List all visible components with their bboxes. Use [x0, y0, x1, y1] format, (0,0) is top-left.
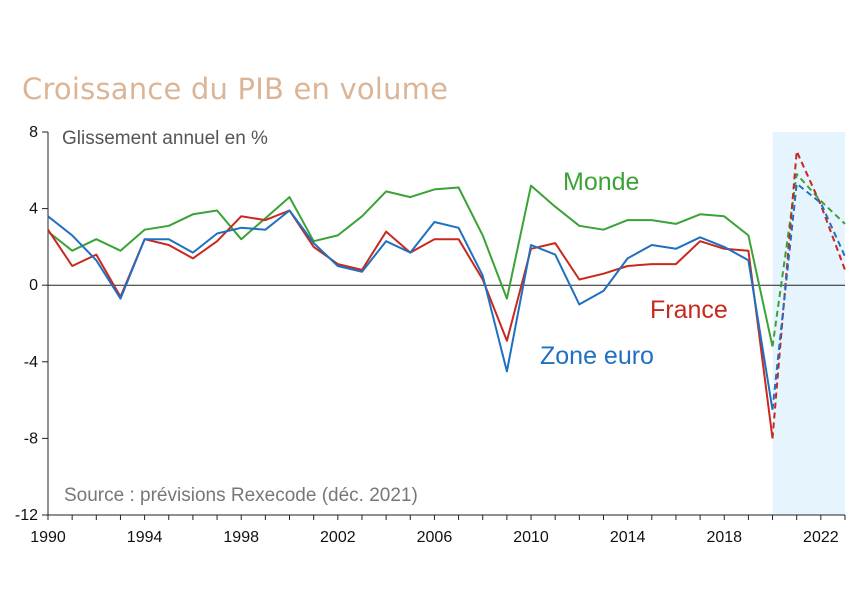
- legend-label-zone-euro: Zone euro: [540, 342, 654, 370]
- x-tick-label: 1994: [127, 529, 163, 546]
- y-tick-label: 8: [29, 124, 38, 141]
- x-tick-label: 1998: [223, 529, 259, 546]
- series-forecast-line-monde: [771, 173, 846, 347]
- series-line-monde: [47, 184, 774, 347]
- legend-label-monde: Monde: [563, 168, 639, 196]
- x-tick-label: 2002: [320, 529, 356, 546]
- x-tick-label: 2006: [417, 529, 453, 546]
- y-tick-label: 4: [29, 201, 38, 218]
- y-tick-label: 0: [29, 277, 38, 294]
- x-tick-label: 2010: [513, 529, 549, 546]
- y-tick-label: -4: [24, 354, 38, 371]
- series-line-zone-euro: [47, 209, 774, 410]
- forecast-shade: [772, 132, 845, 515]
- x-tick-label: 2022: [803, 529, 839, 546]
- legend-label-france: France: [650, 296, 728, 324]
- y-tick-label: -8: [24, 430, 38, 447]
- y-tick-label: -12: [15, 507, 38, 524]
- chart-source: Source : prévisions Rexecode (déc. 2021): [64, 485, 418, 506]
- x-tick-label: 2018: [706, 529, 742, 546]
- x-tick-label: 1990: [30, 529, 66, 546]
- series-forecast-line-zone-euro: [771, 182, 846, 410]
- axis-layer: 8 4 0 -4 -8 -12 1990 1994 1998 2002 2006 2010 2014 20…: [15, 124, 846, 546]
- chart-subtitle: Glissement annuel en %: [62, 128, 268, 149]
- chart-title: Croissance du PIB en volume: [22, 72, 449, 106]
- series-line-france: [47, 209, 774, 439]
- series-layer: [47, 150, 846, 439]
- x-tick-label: 2014: [610, 529, 646, 546]
